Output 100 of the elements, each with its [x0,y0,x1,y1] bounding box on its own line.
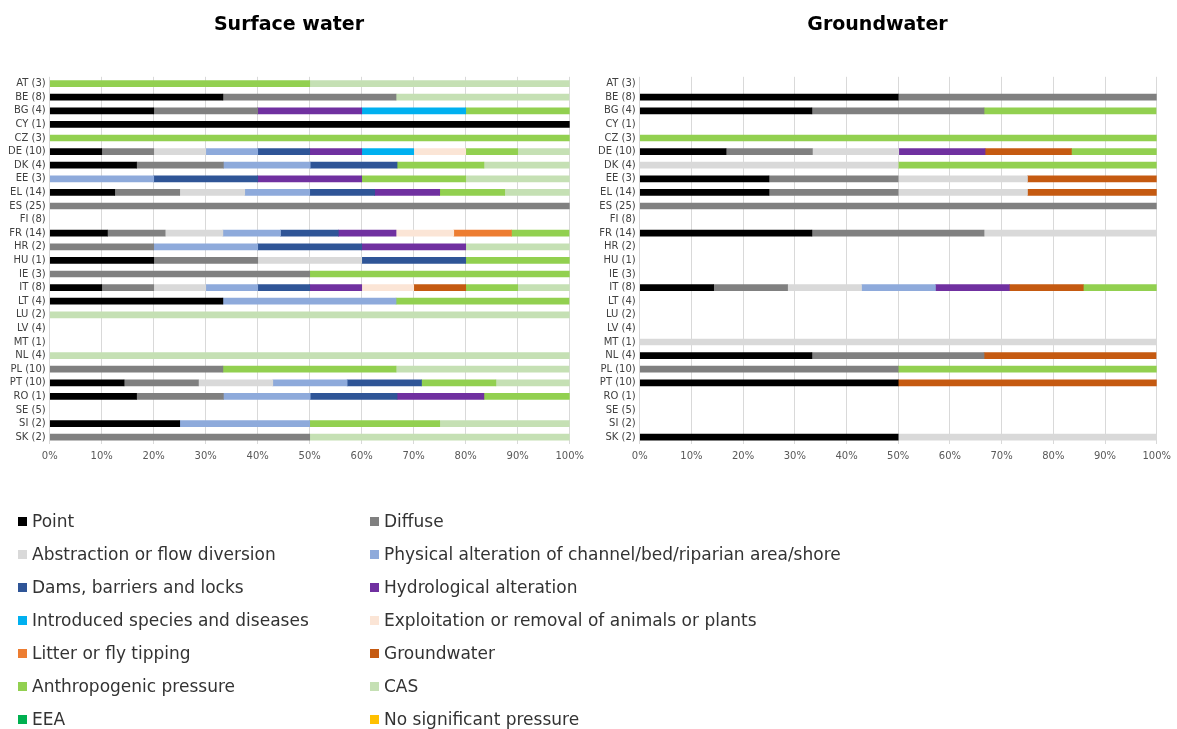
bar [49,311,570,319]
y-tick-label: BG (4) [603,104,636,116]
bar [1009,284,1084,291]
bar [223,393,311,400]
bar [49,420,181,427]
bar [309,393,398,400]
bar [49,161,137,169]
y-tick-label: RO (1) [603,389,636,401]
bar [49,365,224,373]
bar [395,297,570,305]
x-tick-label: 10% [90,449,113,461]
bar [257,148,311,155]
bar [517,284,570,291]
bar [465,175,570,183]
bar [361,257,467,264]
bar [205,284,259,291]
bar [453,229,512,237]
y-tick-label: EL (14) [10,185,46,197]
bar [395,93,570,101]
bar [49,229,108,237]
bar [935,284,1010,291]
bar [309,148,363,155]
x-tick-label: 40% [246,449,269,461]
x-tick-label: 70% [990,449,1013,461]
legend-label: Point [32,511,75,531]
y-tick-label: CY (1) [15,117,46,129]
bar [639,365,899,373]
bar [897,365,1157,373]
bar [49,134,570,142]
bar [101,148,155,155]
bar [257,284,311,291]
bar [983,352,1157,359]
y-tick-label: DK (4) [14,158,46,170]
legend-label: Dams, barriers and locks [32,577,244,597]
y-tick-label: HU (1) [13,253,46,265]
bar [811,352,985,359]
bar [49,257,155,264]
y-tick-label: FI (8) [19,213,46,225]
bar [136,161,224,169]
bar [309,284,363,291]
bar [309,270,570,278]
bar [346,379,422,387]
bar [361,148,415,155]
bar [639,284,714,291]
y-tick-label: HR (2) [603,240,636,252]
y-tick-label: CY (1) [605,117,636,129]
y-tick-label: SE (5) [605,403,636,415]
bar [395,229,455,237]
chart-title: Surface water [213,12,365,35]
y-tick-label: DE (10) [597,145,636,157]
bar [984,148,1072,155]
bar [49,270,311,278]
bar [639,229,813,237]
y-tick-label: ES (25) [9,199,46,211]
y-tick-label: IE (3) [19,267,46,279]
bar [396,161,485,169]
bar [768,189,899,196]
legend-label: No significant pressure [384,709,580,729]
y-tick-label: EL (14) [600,185,636,197]
bar [1082,284,1157,291]
bar [136,393,224,400]
y-tick-label: AT (3) [606,77,636,89]
bar [114,189,181,196]
bar [49,393,137,400]
legend-label: Diffuse [384,511,444,531]
bar [465,257,570,264]
bar [205,148,259,155]
bar [49,243,155,251]
bar [361,243,467,251]
bar [861,284,936,291]
y-tick-label: IT (8) [609,281,636,293]
x-tick-label: 50% [887,449,910,461]
bar [639,134,1157,142]
bar [49,297,224,305]
y-tick-label: PT (10) [9,376,46,388]
y-tick-label: FR (14) [9,226,46,238]
chart-title: Groundwater [807,12,949,35]
x-tick-label: 100% [555,449,584,461]
x-tick-label: 80% [1042,449,1065,461]
bar [639,433,899,441]
x-tick-label: 90% [1093,449,1117,461]
bar [49,148,103,155]
bar [897,161,1157,169]
y-tick-label: PT (10) [599,376,636,388]
bar [153,243,259,251]
y-tick-label: EE (3) [605,172,636,184]
y-tick-label: NL (4) [15,349,46,361]
bar [49,202,570,210]
bar [413,148,467,155]
bar [49,93,224,101]
x-tick-label: 90% [506,449,529,461]
bar [504,189,570,196]
y-tick-label: LT (4) [608,294,636,306]
y-tick-label: ES (25) [599,199,636,211]
bar [713,284,788,291]
bar [101,284,155,291]
legend-label: Litter or fly tipping [32,643,191,663]
bar [421,379,497,387]
bar [439,189,506,196]
bar [639,352,813,359]
